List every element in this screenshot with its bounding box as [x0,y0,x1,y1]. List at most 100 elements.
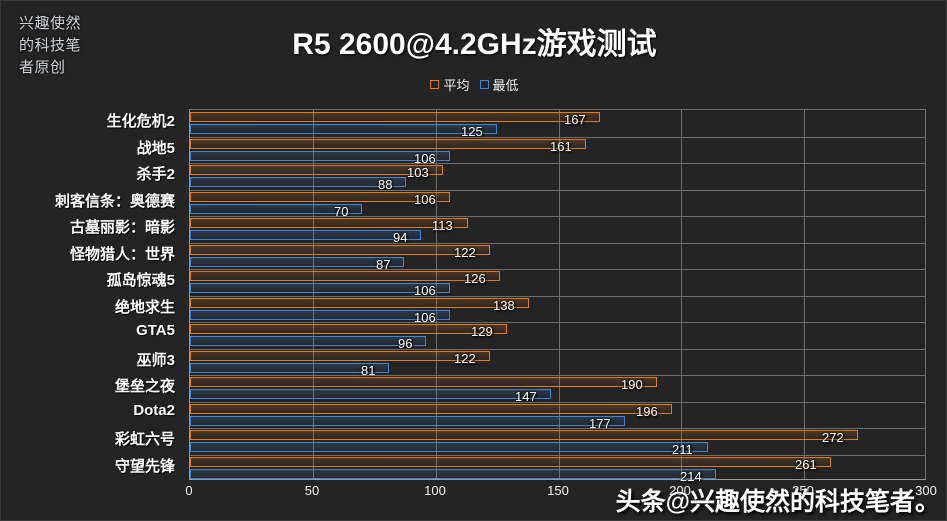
category-label: 杀手2 [136,166,175,184]
bar-min [190,257,404,267]
legend-label: 平均 [443,78,470,93]
bar-value-label: 161 [550,139,572,154]
watermark-bottom-right: 头条@兴趣使然的科技笔者。 [615,488,940,516]
bar-value-label: 106 [414,151,436,166]
gridline-horizontal [190,402,925,403]
gridline-horizontal [190,428,925,429]
bar-value-label: 88 [378,177,393,192]
bar-value-label: 113 [432,218,453,233]
category-label: 堡垒之夜 [114,378,175,396]
bar-avg [190,112,600,122]
chart-legend: 平均 最低 [1,75,946,94]
gridline-horizontal [190,349,925,350]
legend-label: 最低 [492,78,519,93]
x-tick-label: 300 [915,483,937,498]
bar-value-label: 122 [454,351,476,366]
category-label: 生化危机2 [106,113,175,131]
category-label: 巫师3 [136,351,175,369]
gridline-vertical [681,110,682,479]
bar-value-label: 106 [414,192,436,207]
bar-avg [190,324,507,334]
bar-value-label: 81 [361,363,376,378]
bar-min [190,230,421,240]
x-tick-label: 0 [185,483,193,498]
plot-area: 167 125 161 106 103 88 106 70 113 94 122 87 126 106 13… [189,109,926,484]
bar-value-label: 167 [564,112,586,127]
bar-min [190,283,450,293]
bar-avg [190,245,490,255]
gridline-horizontal [190,137,925,138]
bar-value-label: 96 [398,336,413,351]
bar-value-label: 147 [515,389,537,404]
bar-value-label: 103 [407,165,429,180]
x-tick-label: 200 [669,483,691,498]
bar-value-label: 138 [493,298,515,313]
bar-avg [190,271,500,281]
bar-value-label: 125 [461,124,483,139]
category-label: 彩虹六号 [114,431,175,449]
gridline-vertical [313,110,314,479]
bar-min [190,310,450,320]
bar-min [190,177,406,187]
x-tick-label: 100 [424,483,446,498]
bar-value-label: 272 [822,430,844,445]
gridline-horizontal [190,322,925,323]
bar-min [190,151,450,161]
bar-value-label: 70 [334,204,349,219]
bar-value-label: 190 [621,377,643,392]
bar-value-label: 94 [393,230,408,245]
gridline-horizontal [190,243,925,244]
bar-value-label: 177 [589,416,611,431]
bar-avg [190,457,831,467]
x-tick-label: 150 [547,483,569,498]
bar-min [190,336,426,346]
bar-avg [190,298,529,308]
gridline-horizontal [190,269,925,270]
bar-value-label: 106 [414,283,436,298]
gridline-vertical [436,110,437,479]
bar-avg [190,404,672,414]
category-label: 绝地求生 [114,298,175,316]
category-label: 怪物猎人：世界 [69,245,175,263]
chart-title: R5 2600@4.2GHz游戏测试 [292,28,657,61]
legend-item-0: 平均 [430,75,470,94]
gridline-horizontal [190,163,925,164]
bar-value-label: 106 [414,310,436,325]
category-label: GTA5 [136,322,175,340]
bar-min [190,389,551,399]
bar-avg [190,351,490,361]
square-outline-icon [479,80,489,89]
bar-value-label: 214 [680,469,702,484]
bar-min [190,442,708,452]
square-outline-icon [430,80,440,89]
bar-avg [190,218,468,228]
category-label: 刺客信条：奥德赛 [54,192,175,210]
bar-min [190,469,716,479]
x-tick-label: 250 [792,483,814,498]
category-label: 古墓丽影：暗影 [69,219,175,237]
gridline-horizontal [190,216,925,217]
watermark-top-left: 兴趣使然 的科技笔 者原创 [19,15,82,76]
bar-avg [190,165,443,175]
bar-min [190,416,625,426]
gridline-horizontal [190,455,925,456]
bar-value-label: 196 [636,404,658,419]
x-axis: 0 50 100 150 200 250 300 [185,483,936,505]
gridline-vertical [559,110,560,479]
bar-avg [190,139,586,149]
bar-value-label: 129 [471,324,493,339]
bar-value-label: 211 [672,442,693,457]
bar-min [190,363,389,373]
category-label: Dota2 [133,401,175,419]
gridline-horizontal [190,296,925,297]
gridline-horizontal [190,375,925,376]
bar-avg [190,377,657,387]
bar-avg [190,192,450,202]
gridline-vertical [804,110,805,479]
chart-body: 生化危机2 战地5 杀手2 刺客信条：奥德赛 古墓丽影：暗影 怪物猎人：世界 孤岛惊魂5 绝地… [1,105,946,485]
category-axis: 生化危机2 战地5 杀手2 刺客信条：奥德赛 古墓丽影：暗影 怪物猎人：世界 孤岛惊魂5 绝地… [1,105,183,480]
bar-min [190,204,362,214]
gridline-horizontal [190,190,925,191]
category-label: 孤岛惊魂5 [106,272,175,290]
